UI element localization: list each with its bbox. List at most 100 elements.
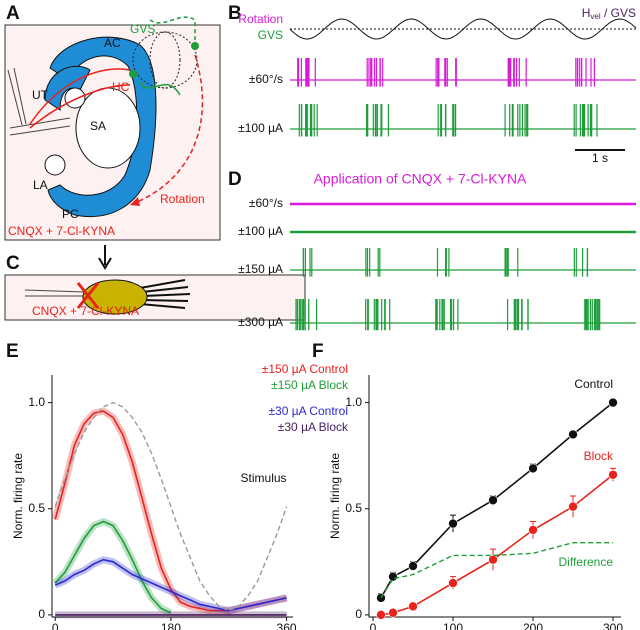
row-label: ±60°/s <box>249 72 283 86</box>
spike-train <box>290 104 636 137</box>
x-tick-label: 180 <box>161 621 181 630</box>
marker <box>488 554 498 565</box>
axis <box>51 375 293 618</box>
arrow <box>98 245 112 270</box>
scale-label: 1 s <box>592 151 608 165</box>
utricle-shape <box>44 65 91 111</box>
label: CNQX + 7-Cl-KYNA <box>32 304 139 318</box>
series-name: Control <box>574 377 613 391</box>
nerve <box>24 289 86 297</box>
series-line <box>380 474 614 616</box>
y-axis-label: Norm. firing rate <box>11 453 25 539</box>
arrow-head <box>130 197 140 206</box>
electrode-dot <box>129 70 137 78</box>
panel-label: F <box>312 341 324 362</box>
marker <box>388 571 398 582</box>
gvs-wave <box>139 81 181 96</box>
h-sub: vel <box>590 12 600 21</box>
series-name: ±150 µA Control <box>262 362 348 376</box>
marker <box>568 501 578 512</box>
nerve <box>9 117 71 136</box>
y-axis-label: Norm. firing rate <box>328 453 342 539</box>
diagram-c: CNQX + 7-Cl-KYNA <box>4 274 306 321</box>
marker <box>568 429 578 440</box>
x-tick-label: 100 <box>443 621 463 630</box>
electrode <box>7 67 27 126</box>
series-line <box>54 558 287 612</box>
panel-label: A <box>6 3 20 24</box>
y-tick-label: 0.5 <box>28 501 45 515</box>
row-label: ±300 µA <box>238 315 283 329</box>
y-tick-label: 0 <box>355 607 362 621</box>
marker <box>528 525 538 535</box>
lagena <box>44 154 66 176</box>
series-name: ±30 µA Control <box>268 404 348 418</box>
spike-train <box>290 248 636 277</box>
series-name: ±150 µA Block <box>271 378 349 392</box>
series-line <box>54 410 287 612</box>
label: UT <box>32 88 49 102</box>
rotation-arrow <box>129 54 204 206</box>
gvs-field <box>149 31 181 89</box>
marker <box>376 610 386 620</box>
series-name: Block <box>584 449 614 463</box>
label: LA <box>33 178 48 192</box>
spike-train <box>290 58 636 87</box>
hair-cell-fibres <box>29 68 131 129</box>
marker <box>488 495 498 506</box>
label: Rotation <box>160 192 205 206</box>
panel-box <box>4 274 306 321</box>
y-tick-label: 1.0 <box>28 395 45 409</box>
row-label: ±150 µA <box>238 262 283 276</box>
x-tick-label: 0 <box>52 621 59 630</box>
marker <box>608 469 618 480</box>
series-name: Stimulus <box>241 471 287 485</box>
series-name: ±30 µA Block <box>278 420 349 434</box>
label: HC <box>112 80 130 94</box>
y-tick-label: 0.5 <box>345 501 362 515</box>
x-tick-label: 360 <box>277 621 297 630</box>
label: AC <box>104 36 121 50</box>
traces <box>289 18 637 331</box>
sem-band <box>51 407 288 615</box>
row-label: ±60°/s <box>249 196 283 210</box>
saccule <box>75 87 141 169</box>
marker <box>408 561 418 571</box>
h: H <box>582 6 591 20</box>
hair-cell <box>82 279 148 315</box>
label: GVS <box>130 22 155 36</box>
y-tick-label: 0 <box>38 607 45 621</box>
panel-label: E <box>6 341 19 362</box>
panel-label: C <box>6 253 20 274</box>
marker <box>608 397 618 408</box>
marker <box>388 607 398 618</box>
diagram-a: GVS AC UT HC SA LA PC Rotation CNQX + 7-… <box>4 16 221 270</box>
y-tick-label: 1.0 <box>345 395 362 409</box>
row-label: ±100 µA <box>238 224 283 238</box>
row-label: ±100 µA <box>238 121 283 135</box>
series-line <box>54 520 172 614</box>
panel-label: B <box>228 3 242 24</box>
series-line <box>380 542 613 599</box>
gvs-field <box>132 31 198 89</box>
subtitle: Application of CNQX + 7-Cl-KYNA <box>314 171 527 187</box>
label: SA <box>90 119 106 133</box>
charts: 00.51.00180360Phase of cycle (°)Norm. fi… <box>11 362 623 630</box>
x-tick-label: 0 <box>370 621 377 630</box>
marker <box>528 463 538 474</box>
axis <box>368 375 621 618</box>
h-rest: / GVS <box>601 6 636 20</box>
trace-label: Hvel / GVS <box>582 6 636 21</box>
series-line <box>54 401 288 612</box>
trace-label: GVS <box>258 28 283 42</box>
marker <box>408 601 418 612</box>
label: PC <box>62 207 79 221</box>
marker <box>448 578 458 588</box>
block-cross <box>76 282 100 309</box>
x-tick-label: 300 <box>603 621 623 630</box>
panel-label: D <box>228 169 242 190</box>
stereocilia <box>139 279 191 309</box>
trace-label: Rotation <box>238 12 283 26</box>
label: CNQX + 7-Cl-KYNA <box>8 224 115 238</box>
